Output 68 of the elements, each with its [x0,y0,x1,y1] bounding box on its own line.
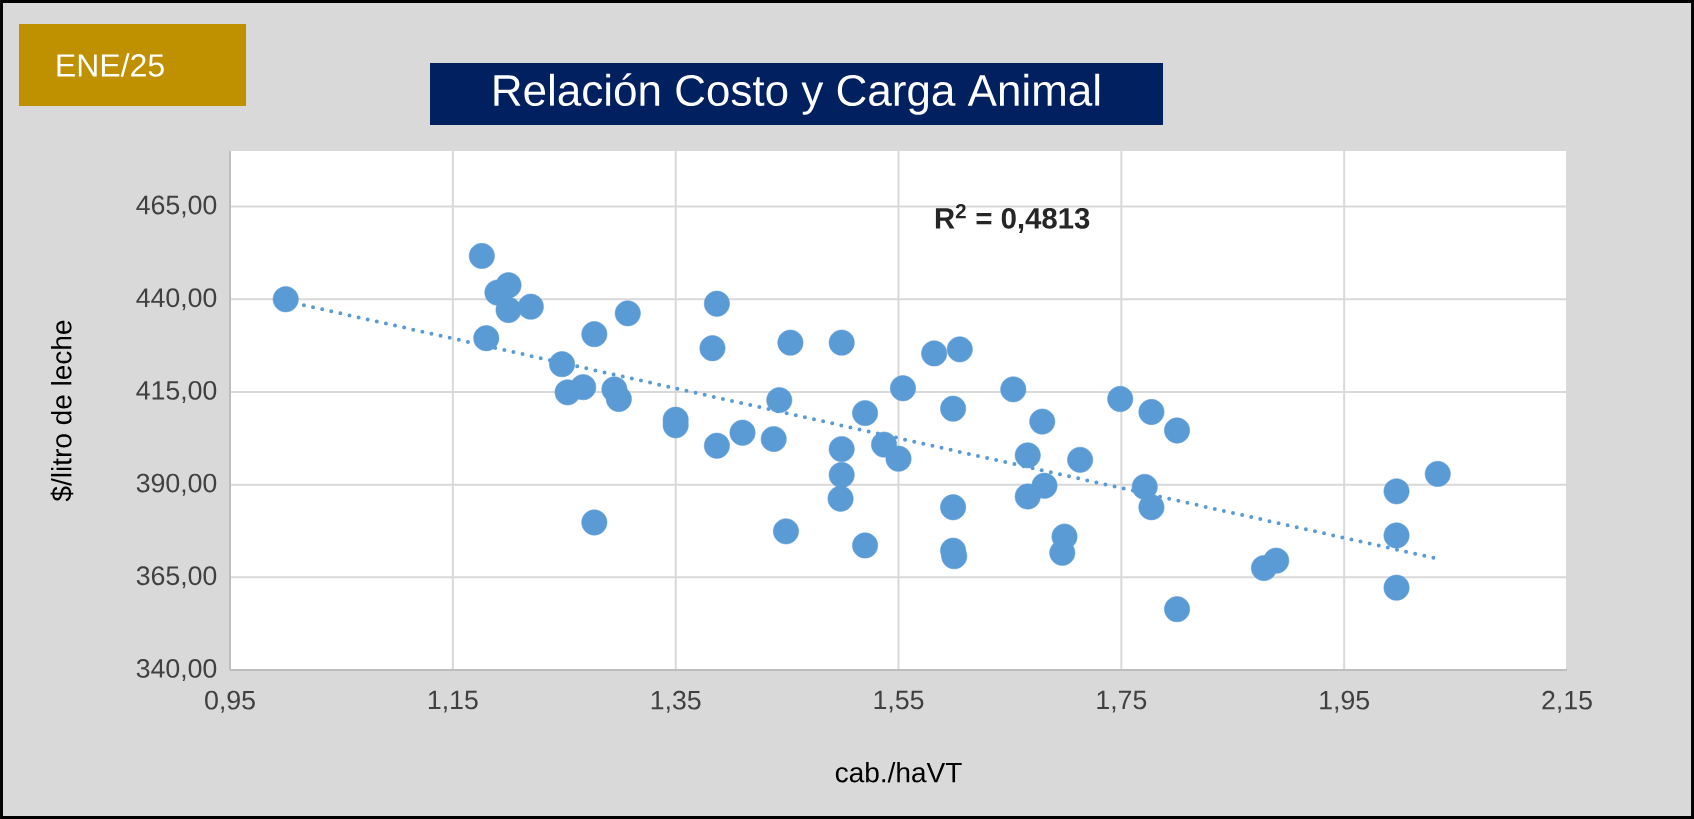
point [827,485,854,512]
point [828,436,855,462]
point [760,426,787,452]
y-tick-label: 465,00 [136,195,217,218]
point [940,395,967,422]
point [1424,460,1451,487]
point [1000,376,1027,403]
x-tick-label: 1,75 [1097,690,1147,713]
y-tick-label: 365,00 [136,566,217,589]
point [940,494,967,521]
y-tick-label: 415,00 [136,380,217,403]
point [703,432,730,459]
point [1263,547,1290,574]
point [1383,574,1410,601]
point [699,335,726,362]
point [1138,399,1165,425]
point [885,445,912,472]
point [828,462,855,488]
point [766,387,793,414]
x-tick-label: 1,15 [428,690,478,713]
point [581,321,608,348]
annotation: R$^{2}$ = 0,4813 [935,204,1090,233]
point [570,374,597,401]
point [495,297,522,323]
point [1014,442,1041,469]
x-tick-label: 1,35 [651,690,701,713]
y-axis-title: $/litro de leche [50,320,74,502]
point [1029,408,1056,435]
point [852,532,879,559]
y-tick-label: 340,00 [136,659,217,682]
x-tick-label: 1,55 [874,690,924,713]
point [1138,494,1165,521]
chart-title: Relación Costo y Carga Animal [494,73,1100,115]
point [1164,417,1190,444]
point [1131,473,1158,500]
point [890,375,916,402]
point [777,329,804,356]
x-tick-label: 2,15 [1542,690,1592,713]
point [605,386,632,412]
x-tick-label: 0,95 [205,690,255,713]
point [614,300,641,327]
point [517,293,544,320]
y-tick-label: 440,00 [136,288,217,311]
point [703,290,730,317]
point [1383,478,1410,505]
point [946,336,973,363]
point [1383,522,1410,549]
point [549,351,575,378]
x-tick-label: 1,95 [1320,690,1369,713]
y-tick-label: 390,00 [136,473,217,496]
x-axis-title: cab./haVT [835,761,962,783]
point [852,400,879,427]
point [921,340,948,367]
point [1107,386,1134,412]
point [468,242,495,269]
text: ENE/25 [57,53,164,77]
point [871,431,897,458]
point [581,509,608,536]
point [1014,483,1041,510]
point [473,325,500,352]
point [1031,472,1058,499]
point [1067,446,1094,473]
point [1164,596,1190,623]
point [773,518,799,545]
point [729,419,756,446]
point [495,272,522,299]
point [272,286,299,313]
point [828,329,855,356]
